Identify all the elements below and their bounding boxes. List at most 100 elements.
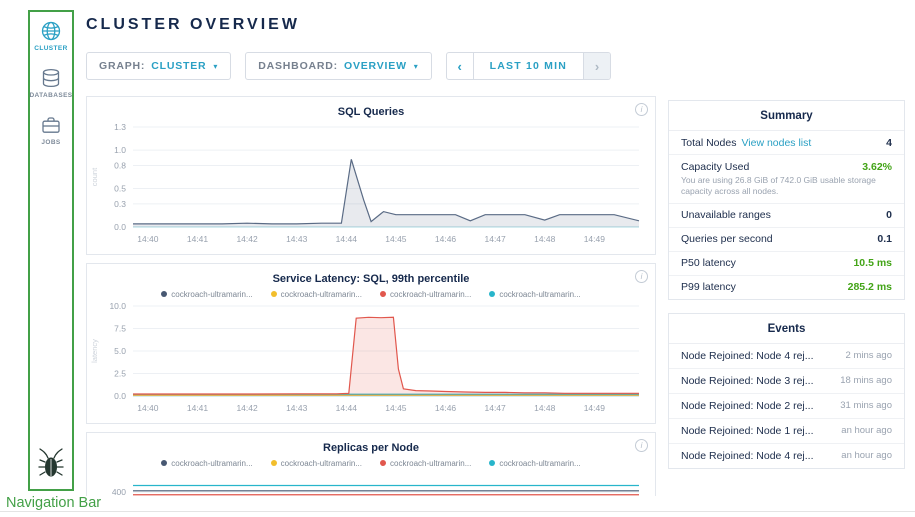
info-icon[interactable]: i <box>635 270 648 283</box>
summary-value: 3.62% <box>862 160 892 173</box>
y-tick-label: 0.8 <box>114 160 126 170</box>
time-window-selector: ‹ LAST 10 MIN › <box>445 52 611 80</box>
summary-label: P99 latency <box>681 281 736 294</box>
summary-row-top: P99 latency 285.2 ms <box>681 281 892 293</box>
summary-label: Total Nodes <box>681 136 737 149</box>
x-tick-label: 14:40 <box>137 403 159 413</box>
event-message: Node Rejoined: Node 3 rej... <box>681 374 814 387</box>
x-tick-label: 14:48 <box>534 403 556 413</box>
y-tick-label: 5.0 <box>114 346 126 356</box>
dashboard-dropdown-label: DASHBOARD: <box>258 60 338 72</box>
x-tick-label: 14:48 <box>534 234 556 244</box>
summary-row-top: P50 latency 10.5 ms <box>681 257 892 269</box>
event-row[interactable]: Node Rejoined: Node 4 rej... 2 mins ago <box>669 344 904 369</box>
sidebar-item-databases[interactable]: DATABASES <box>29 67 72 99</box>
graph-dropdown[interactable]: GRAPH: CLUSTER ▾ <box>86 52 232 80</box>
legend-label: cockroach-ultramarin... <box>499 289 581 299</box>
x-tick-label: 14:46 <box>435 403 457 413</box>
info-icon[interactable]: i <box>635 103 648 116</box>
summary-row: P99 latency 285.2 ms <box>669 276 904 299</box>
series-area <box>133 159 639 227</box>
summary-panel: Summary Total Nodes View nodes list 4 Capac… <box>668 100 905 300</box>
chart-panel: Service Latency: SQL, 99th percentile i co… <box>86 263 656 424</box>
chart-panel: Replicas per Node i cockroach-ultramarin..… <box>86 432 656 496</box>
event-timestamp: 2 mins ago <box>845 350 892 362</box>
navigation-bar: CLUSTER DATABASES <box>28 10 74 491</box>
y-tick-label: 0.5 <box>114 184 126 194</box>
x-tick-label: 14:45 <box>385 234 407 244</box>
chart-legend: cockroach-ultramarin... cockroach-ultrama… <box>87 457 655 469</box>
legend-label: cockroach-ultramarin... <box>390 458 472 468</box>
window-edge <box>0 511 915 512</box>
view-nodes-list-link[interactable]: View nodes list <box>741 136 812 149</box>
y-axis-label: count <box>90 167 99 186</box>
summary-rows: Total Nodes View nodes list 4 Capacity Used… <box>669 131 904 299</box>
sidebar-item-jobs[interactable]: JOBS <box>40 114 62 146</box>
legend-item[interactable]: cockroach-ultramarin... <box>380 290 471 299</box>
time-next-button[interactable]: › <box>584 53 610 79</box>
series-line <box>133 159 640 225</box>
right-sidebar: Summary Total Nodes View nodes list 4 Capac… <box>668 100 905 482</box>
databases-icon <box>40 67 62 89</box>
x-tick-label: 14:43 <box>286 234 308 244</box>
summary-label: Queries per second <box>681 233 773 246</box>
info-icon[interactable]: i <box>635 439 648 452</box>
legend-item[interactable]: cockroach-ultramarin... <box>270 290 362 299</box>
cockroachdb-logo[interactable] <box>38 448 64 483</box>
event-timestamp: 31 mins ago <box>840 400 892 412</box>
legend-dot-icon <box>489 291 496 297</box>
annotation-navigation-bar-label: Navigation Bar <box>6 495 102 511</box>
summary-row-top: Queries per second 0.1 <box>681 233 892 245</box>
dashboard-dropdown[interactable]: DASHBOARD: OVERVIEW ▾ <box>245 52 432 80</box>
dashboard-dropdown-value: OVERVIEW <box>343 60 407 72</box>
summary-row: Unavailable ranges 0 <box>669 204 904 228</box>
sidebar-item-label: JOBS <box>41 139 61 146</box>
x-tick-label: 14:41 <box>187 234 209 244</box>
legend-item[interactable]: cockroach-ultramarin... <box>489 289 581 299</box>
y-tick-label: 400 <box>112 487 126 496</box>
main-content: CLUSTER OVERVIEW GRAPH: CLUSTER ▾ DASHBO… <box>86 16 656 496</box>
time-prev-button[interactable]: ‹ <box>457 58 462 74</box>
chart-plot: 0.0 2.5 5.0 7.5 10.0 14:40 14:41 14:42 14:43 14:4… <box>90 301 639 413</box>
x-tick-label: 14:42 <box>236 403 258 413</box>
legend-item[interactable]: cockroach-ultramarin... <box>489 459 581 468</box>
y-tick-label: 10.0 <box>109 301 126 311</box>
event-row[interactable]: Node Rejoined: Node 3 rej... 18 mins ago <box>669 369 904 394</box>
jobs-icon <box>40 114 62 136</box>
sidebar-item-cluster[interactable]: CLUSTER <box>34 20 68 52</box>
summary-label-group: Total Nodes View nodes list <box>681 137 811 149</box>
event-message: Node Rejoined: Node 4 rej... <box>681 449 814 462</box>
y-tick-label: 0.0 <box>114 391 126 401</box>
event-row[interactable]: Node Rejoined: Node 2 rej... 31 mins ago <box>669 394 904 419</box>
legend-label: cockroach-ultramarin... <box>280 458 362 468</box>
summary-value: 10.5 ms <box>853 257 892 270</box>
legend-item[interactable]: cockroach-ultramarin... <box>161 459 253 468</box>
event-timestamp: an hour ago <box>841 425 892 437</box>
y-tick-label: 0.0 <box>114 222 126 232</box>
y-tick-label: 0.3 <box>114 199 126 209</box>
legend-dot-icon <box>161 291 168 297</box>
event-message: Node Rejoined: Node 1 rej... <box>681 424 814 437</box>
chart-plot: 400 <box>112 484 639 496</box>
y-tick-label: 2.5 <box>114 369 126 379</box>
summary-label: Unavailable ranges <box>681 209 771 222</box>
x-tick-label: 14:47 <box>484 234 506 244</box>
toolbar: GRAPH: CLUSTER ▾ DASHBOARD: OVERVIEW ▾ ‹… <box>86 52 656 80</box>
event-rows: Node Rejoined: Node 4 rej... 2 mins ago No… <box>669 344 904 468</box>
summary-row: Queries per second 0.1 <box>669 228 904 252</box>
legend-item[interactable]: cockroach-ultramarin... <box>161 290 253 299</box>
event-row[interactable]: Node Rejoined: Node 4 rej... an hour ago <box>669 444 904 468</box>
legend-item[interactable]: cockroach-ultramarin... <box>380 459 471 468</box>
summary-label: Capacity Used <box>681 160 750 173</box>
legend-item[interactable]: cockroach-ultramarin... <box>270 458 362 468</box>
chart-title: SQL Queries <box>337 106 405 118</box>
chevron-down-icon: ▾ <box>213 61 219 71</box>
series-area <box>133 317 639 396</box>
event-row[interactable]: Node Rejoined: Node 1 rej... an hour ago <box>669 419 904 444</box>
x-tick-label: 14:40 <box>137 234 159 244</box>
chart-title: Replicas per Node <box>323 442 419 454</box>
summary-header: Summary <box>669 101 904 131</box>
time-window-label: LAST 10 MIN <box>472 53 584 79</box>
legend-dot-icon <box>161 460 168 466</box>
